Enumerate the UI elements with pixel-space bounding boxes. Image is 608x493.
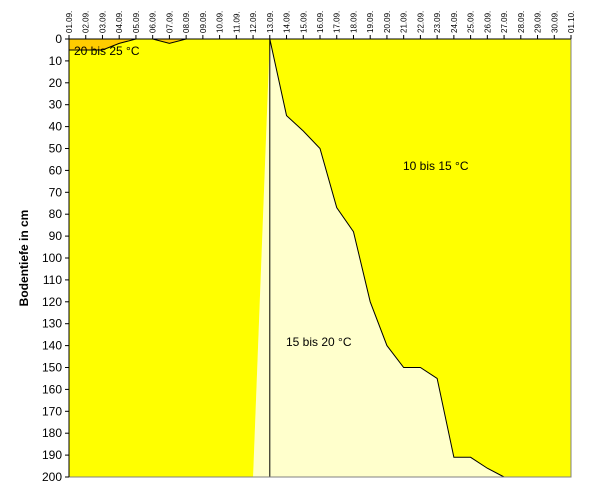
boundary-line-15-20: [269, 38, 505, 478]
y-tick-label: 40: [49, 120, 63, 134]
y-tick-label: 150: [42, 361, 62, 375]
y-tick-label: 180: [42, 426, 62, 440]
x-tick-label: 30.09.: [550, 11, 559, 33]
x-tick-label: 08.09.: [182, 11, 191, 33]
y-axis-title: Bodentiefe in cm: [17, 210, 31, 307]
x-tick-label: 14.09.: [283, 11, 292, 33]
y-tick-label: 170: [42, 404, 62, 418]
y-tick-label: 190: [42, 448, 62, 462]
y-tick-label: 10: [49, 54, 63, 68]
x-tick-label: 26.09.: [483, 11, 492, 33]
x-tick-label: 01.09.: [65, 11, 74, 33]
zone-label-20-25: 20 bis 25 °C: [74, 44, 140, 58]
y-tick-label: 30: [49, 98, 63, 112]
x-tick-label: 15.09.: [299, 11, 308, 33]
x-tick-label: 24.09.: [450, 11, 459, 33]
x-tick-label: 09.09.: [199, 11, 208, 33]
x-axis: 01.09. 02.09. 03.09. 04.09. 05.09. 06.09. 07.0…: [65, 11, 576, 40]
x-tick-label: 10.09.: [216, 11, 225, 33]
x-tick-label: 13.09.: [266, 11, 275, 33]
y-tick-label: 80: [49, 207, 63, 221]
plot-area: [68, 38, 572, 478]
y-tick-label: 70: [49, 185, 63, 199]
x-tick-label: 03.09.: [98, 11, 107, 33]
zone-20-25-area: [69, 39, 571, 50]
x-tick-label: 02.09.: [82, 11, 91, 33]
y-tick-label: 200: [42, 470, 62, 484]
zone-label-10-15: 10 bis 15 °C: [403, 159, 469, 173]
x-tick-label: 05.09.: [132, 11, 141, 33]
y-axis: 0 10 20 30 40 50 60 70 80 90 100 110 120 130 140 150 160…: [42, 32, 70, 484]
x-tick-label: 22.09.: [416, 11, 425, 33]
x-tick-label: 01.10.: [567, 11, 576, 33]
x-tick-label: 23.09.: [433, 11, 442, 33]
y-tick-label: 130: [42, 317, 62, 331]
y-tick-label: 160: [42, 382, 62, 396]
x-tick-label: 04.09.: [115, 11, 124, 33]
x-tick-label: 11.09.: [232, 11, 241, 33]
zone-15-20-area: [69, 39, 571, 477]
x-tick-label: 28.09.: [517, 11, 526, 33]
x-tick-label: 12.09.: [249, 11, 258, 33]
x-tick-label: 29.09.: [534, 11, 543, 33]
zone-10-15-area: [69, 39, 571, 477]
x-tick-label: 16.09.: [316, 11, 325, 33]
x-tick-label: 18.09.: [349, 11, 358, 33]
y-tick-label: 60: [49, 163, 63, 177]
x-tick-label: 06.09.: [149, 11, 158, 33]
zone-label-15-20: 15 bis 20 °C: [286, 335, 352, 349]
y-tick-label: 120: [42, 295, 62, 309]
x-tick-label: 25.09.: [467, 11, 476, 33]
x-tick-label: 27.09.: [500, 11, 509, 33]
x-tick-label: 07.09.: [165, 11, 174, 33]
y-tick-label: 90: [49, 229, 63, 243]
y-tick-label: 140: [42, 339, 62, 353]
x-tick-label: 21.09.: [400, 11, 409, 33]
x-tick-label: 17.09.: [333, 11, 342, 33]
y-tick-label: 50: [49, 142, 63, 156]
y-tick-label: 110: [43, 273, 62, 287]
y-tick-label: 0: [55, 32, 62, 46]
y-tick-label: 20: [49, 76, 63, 90]
y-tick-label: 100: [42, 251, 62, 265]
x-tick-label: 20.09.: [383, 11, 392, 33]
x-tick-label: 19.09.: [366, 11, 375, 33]
